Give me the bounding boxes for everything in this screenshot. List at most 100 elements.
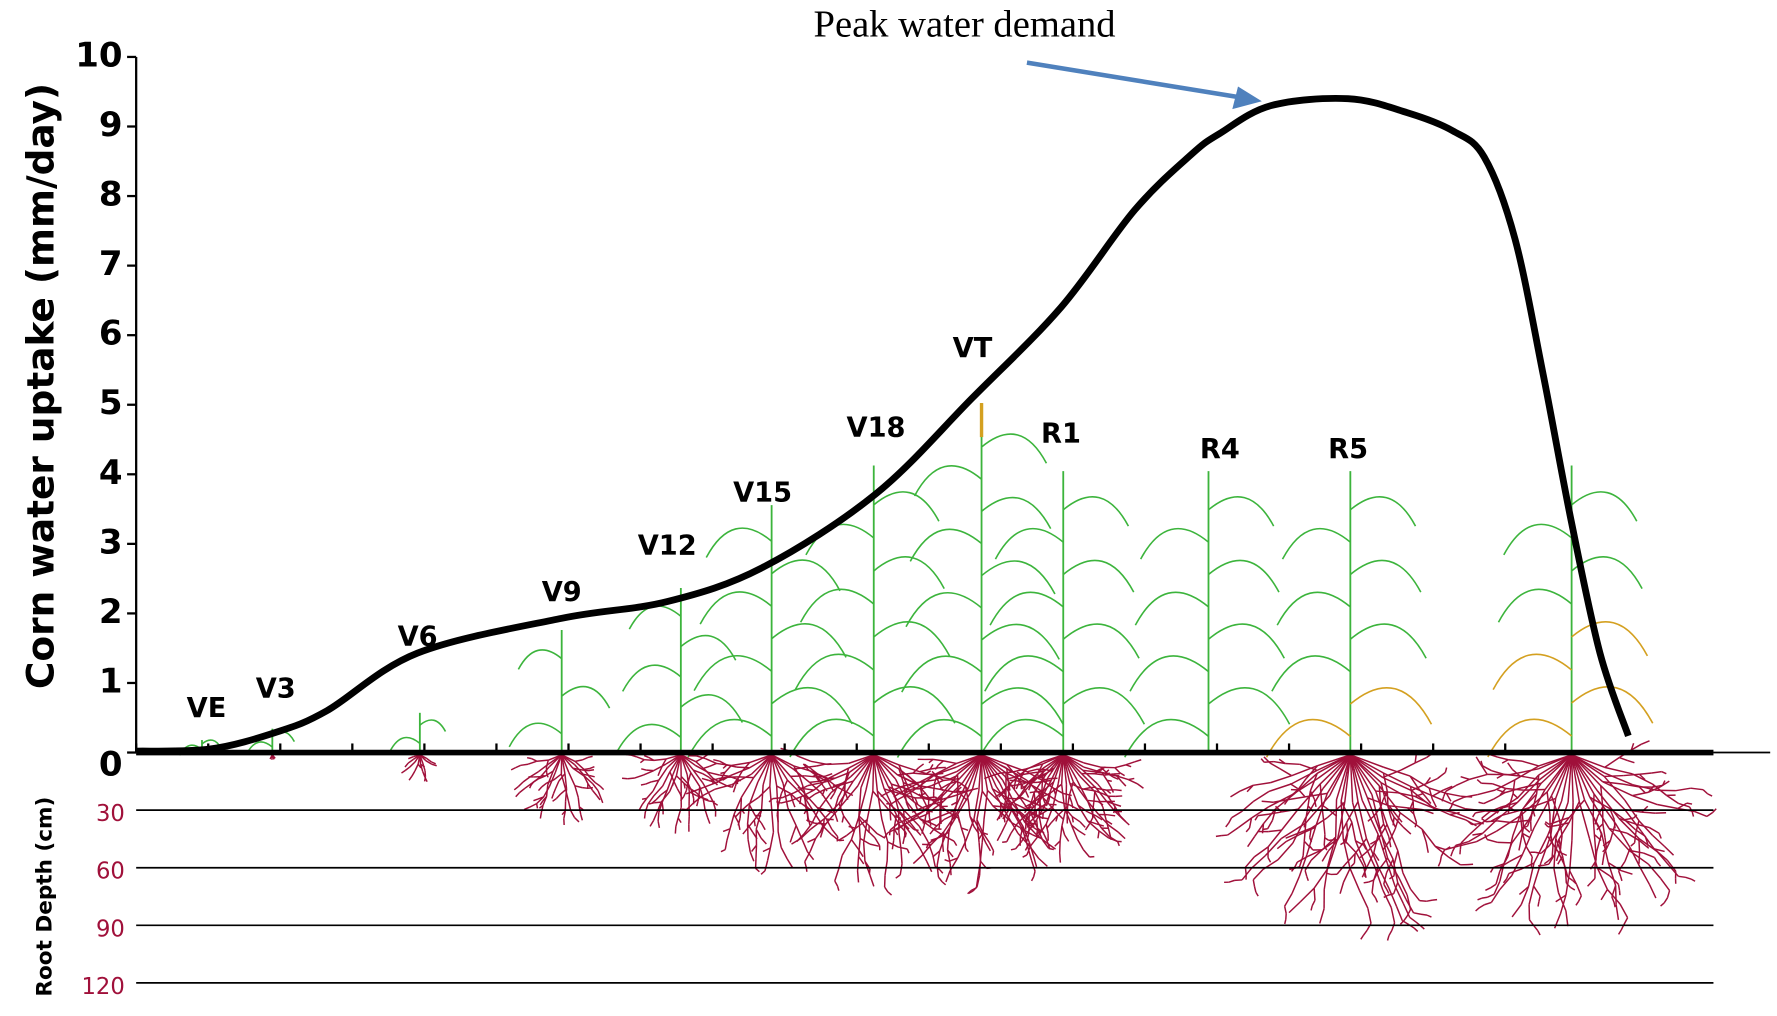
root (838, 886, 839, 891)
root (1478, 898, 1482, 900)
root (762, 785, 764, 810)
root (790, 835, 793, 842)
root (870, 844, 879, 846)
root (1391, 908, 1394, 923)
root (1659, 833, 1661, 838)
root (1493, 793, 1505, 800)
root (1232, 811, 1242, 817)
root (993, 851, 994, 856)
root (595, 783, 600, 787)
root (1034, 871, 1035, 877)
leaf (562, 687, 610, 709)
root (1285, 764, 1300, 765)
root (1030, 837, 1037, 846)
root (523, 777, 530, 782)
root (765, 861, 768, 871)
root (703, 799, 705, 809)
root (927, 861, 932, 872)
root (1414, 928, 1418, 931)
root (907, 849, 909, 853)
root (940, 870, 943, 873)
root (1023, 855, 1027, 857)
root (787, 859, 792, 868)
root (1566, 871, 1567, 883)
root (1534, 886, 1541, 896)
root (730, 814, 734, 828)
root (635, 775, 643, 778)
root (805, 789, 814, 790)
leaf (1493, 654, 1571, 689)
root (798, 756, 811, 761)
root (516, 793, 520, 797)
leaf (1498, 589, 1571, 622)
root (686, 783, 688, 791)
root (658, 813, 659, 822)
root (650, 820, 654, 826)
leaf (1350, 624, 1426, 658)
root (942, 882, 946, 885)
root (781, 801, 790, 803)
root (898, 847, 907, 849)
chart: Corn water uptake (mm/day) Peak water de… (0, 0, 1777, 1016)
root (1664, 898, 1667, 903)
root (721, 850, 725, 852)
root (515, 765, 520, 767)
leaf (694, 656, 772, 691)
root (1253, 869, 1263, 879)
root (1421, 914, 1427, 915)
root (1261, 759, 1264, 763)
root (1229, 880, 1235, 882)
stage-label: V15 (733, 477, 792, 508)
root (1115, 768, 1120, 773)
root (1552, 846, 1553, 857)
root (1519, 840, 1521, 850)
root (1654, 857, 1657, 862)
root (1543, 864, 1549, 865)
y-tick-label: 8 (99, 175, 123, 215)
root (1372, 893, 1375, 898)
root (1461, 777, 1470, 780)
leaf (1350, 560, 1420, 592)
root (1522, 761, 1539, 766)
root (1049, 848, 1054, 849)
root (1002, 842, 1007, 843)
leaf (1277, 592, 1350, 625)
root (1396, 906, 1402, 920)
root (1069, 796, 1071, 803)
root (886, 804, 891, 805)
root (1487, 894, 1494, 897)
root (1445, 768, 1446, 773)
root (590, 776, 595, 777)
leaf (518, 650, 561, 670)
root (938, 761, 943, 765)
root (1340, 882, 1343, 894)
root (533, 799, 538, 801)
root (835, 814, 838, 822)
root (1253, 880, 1254, 887)
root (1535, 852, 1541, 853)
root (1077, 839, 1083, 849)
root (1060, 826, 1062, 841)
root (1253, 791, 1269, 801)
root (542, 783, 547, 787)
root (1320, 909, 1324, 924)
root (938, 877, 942, 882)
root (537, 804, 538, 809)
root (1300, 888, 1314, 902)
root (1336, 800, 1337, 837)
root (954, 841, 957, 846)
root (590, 767, 594, 769)
root (1566, 911, 1568, 926)
root (1616, 905, 1618, 920)
root (401, 770, 405, 773)
root (815, 823, 826, 824)
root (1632, 774, 1652, 784)
leaf (390, 737, 420, 750)
root (1311, 906, 1312, 911)
root (1487, 839, 1498, 842)
depth-tick-label: 30 (96, 801, 125, 827)
root (860, 838, 870, 844)
root (1011, 824, 1017, 834)
leaf (1130, 656, 1208, 691)
root (1576, 901, 1579, 905)
